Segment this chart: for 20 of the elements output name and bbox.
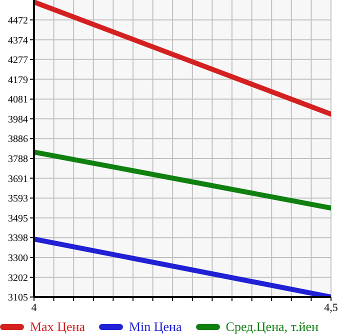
- y-tick-label: 3691: [8, 174, 28, 185]
- y-tick-label: 4277: [8, 54, 28, 66]
- y-tick-label: 4374: [8, 35, 28, 46]
- x-tick-label: 4: [31, 302, 38, 314]
- y-tick-label: 4081: [8, 94, 28, 106]
- x-tick-label: 4,5: [324, 302, 338, 314]
- y-tick-label: 3984: [8, 114, 28, 126]
- y-tick-label: 3105: [8, 292, 28, 304]
- y-tick-label: 3788: [8, 154, 28, 166]
- legend-label: Min Цена: [128, 319, 182, 335]
- y-tick-label: 3202: [8, 272, 28, 284]
- y-tick-label: 4472: [8, 15, 28, 26]
- y-tick-label: 3495: [8, 213, 28, 224]
- y-tick-label: 3886: [8, 134, 28, 146]
- y-tick-label: 3300: [8, 253, 28, 264]
- y-tick-label: 3398: [8, 233, 28, 244]
- legend-label: Сред.Цена, т.йен: [224, 319, 318, 335]
- y-tick-label: 3593: [8, 194, 28, 205]
- y-tick-label: 4179: [8, 74, 28, 86]
- legend-label: Max Цена: [29, 319, 85, 335]
